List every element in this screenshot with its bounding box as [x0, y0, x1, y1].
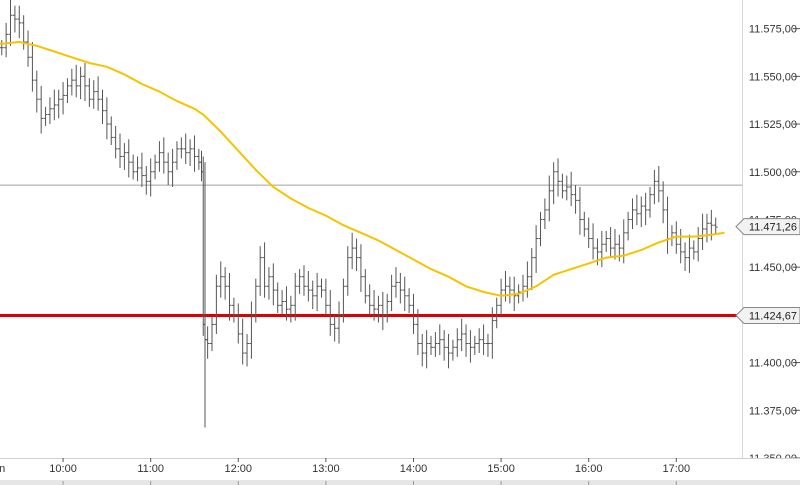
- moving-average-line: [0, 40, 725, 297]
- x-tick-label: 14:00: [400, 463, 428, 475]
- x-tick-label: 16:00: [575, 463, 603, 475]
- price-tag-box: [735, 307, 800, 325]
- x-axis: un 10:00 11:00 12:00 13:00 14:00 15:00 16:00 17:…: [0, 458, 800, 485]
- y-tick-label: 11.450,00: [749, 262, 797, 274]
- y-tick-label: 11.400,00: [749, 358, 797, 370]
- price-tag-label: 11.471,26: [749, 222, 797, 234]
- y-tick-label: 11.500,00: [749, 167, 797, 179]
- price-tag-box: [735, 218, 800, 236]
- price-tag-label: 11.424,67: [749, 311, 797, 323]
- x-tick-label: 15:00: [487, 463, 515, 475]
- x-tick-label: un: [0, 463, 5, 475]
- y-tick-label: 11.550,00: [749, 71, 797, 83]
- x-tick-label: 10:00: [49, 463, 77, 475]
- bottom-scrollbar-track: [0, 480, 800, 485]
- y-tick-label: 11.375,00: [749, 405, 797, 417]
- price-tags: 11.471,26 11.424,67: [735, 218, 800, 325]
- y-tick-label: 11.575,00: [749, 24, 797, 36]
- y-tick-label: 11.525,00: [749, 119, 797, 131]
- x-tick-label: 11:00: [137, 463, 164, 475]
- x-tick-label: 13:00: [312, 463, 340, 475]
- plot-area: [0, 0, 800, 428]
- x-tick-label: 17:00: [663, 463, 691, 475]
- x-tick-label: 12:00: [225, 463, 253, 475]
